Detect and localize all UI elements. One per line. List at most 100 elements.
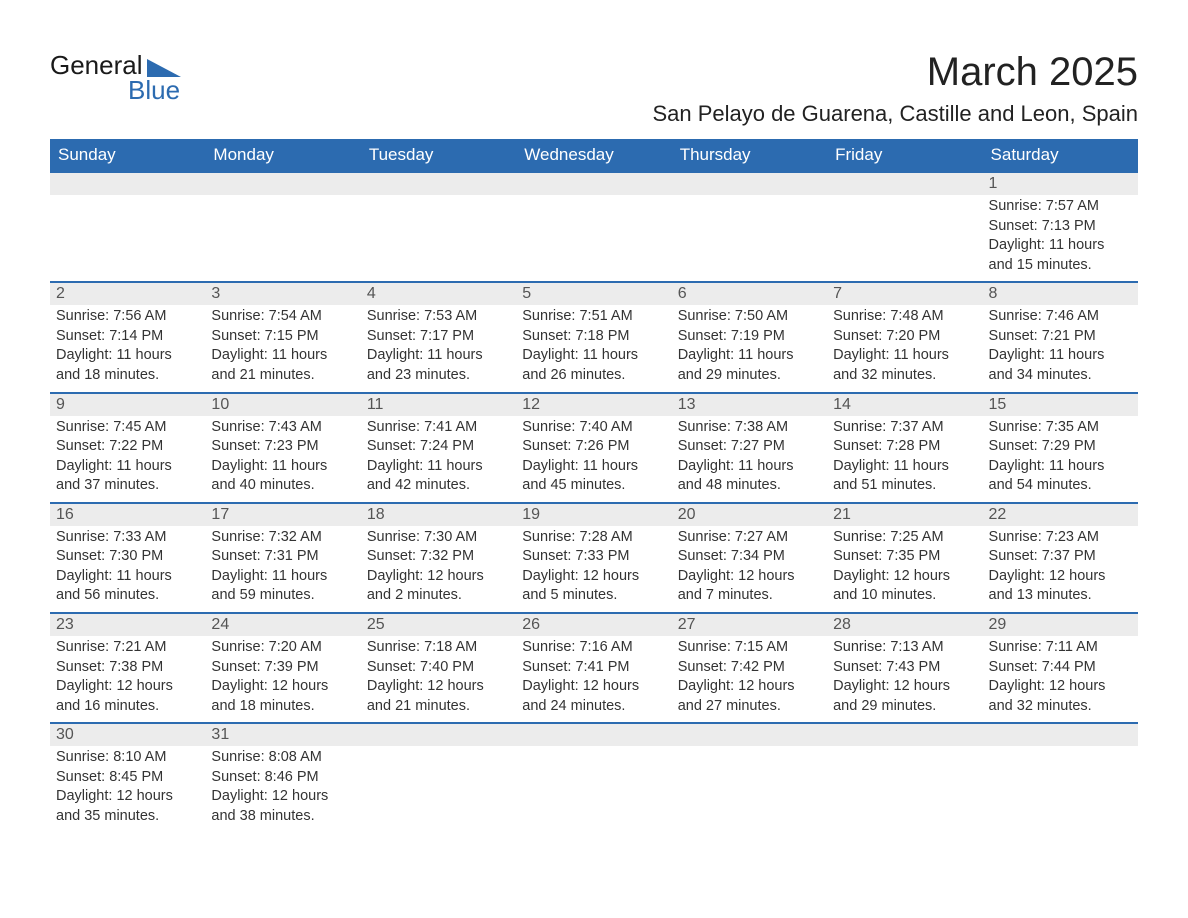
day-data bbox=[50, 195, 205, 203]
calendar-cell bbox=[672, 172, 827, 282]
day-data-line: Daylight: 11 hours and 21 minutes. bbox=[211, 346, 354, 385]
day-data: Sunrise: 8:10 AMSunset: 8:45 PMDaylight:… bbox=[50, 746, 205, 832]
title-block: March 2025 San Pelayo de Guarena, Castil… bbox=[652, 50, 1138, 127]
day-number bbox=[827, 724, 982, 746]
day-data bbox=[827, 195, 982, 203]
weekday-header: Monday bbox=[205, 139, 360, 172]
day-number: 15 bbox=[983, 394, 1138, 416]
day-data-line: Sunrise: 7:20 AM bbox=[211, 638, 354, 658]
calendar-cell bbox=[672, 723, 827, 832]
day-number bbox=[361, 724, 516, 746]
day-number: 22 bbox=[983, 504, 1138, 526]
day-data-line: Sunset: 7:23 PM bbox=[211, 437, 354, 457]
day-data-line: Sunrise: 7:51 AM bbox=[522, 307, 665, 327]
day-data-line: Sunset: 7:17 PM bbox=[367, 327, 510, 347]
day-data: Sunrise: 7:48 AMSunset: 7:20 PMDaylight:… bbox=[827, 305, 982, 391]
day-number: 7 bbox=[827, 283, 982, 305]
day-data-line: Daylight: 11 hours and 18 minutes. bbox=[56, 346, 199, 385]
day-data-line: Daylight: 12 hours and 29 minutes. bbox=[833, 677, 976, 716]
calendar-cell: 9Sunrise: 7:45 AMSunset: 7:22 PMDaylight… bbox=[50, 393, 205, 503]
calendar-week: 1Sunrise: 7:57 AMSunset: 7:13 PMDaylight… bbox=[50, 172, 1138, 282]
day-data-line: Sunset: 7:30 PM bbox=[56, 547, 199, 567]
day-data-line: Sunset: 7:24 PM bbox=[367, 437, 510, 457]
day-data-line: Sunset: 8:46 PM bbox=[211, 768, 354, 788]
day-number: 6 bbox=[672, 283, 827, 305]
calendar-week: 30Sunrise: 8:10 AMSunset: 8:45 PMDayligh… bbox=[50, 723, 1138, 832]
weekday-header: Sunday bbox=[50, 139, 205, 172]
day-number: 24 bbox=[205, 614, 360, 636]
day-data-line: Sunrise: 7:21 AM bbox=[56, 638, 199, 658]
day-data-line: Sunrise: 7:15 AM bbox=[678, 638, 821, 658]
page-title: March 2025 bbox=[652, 50, 1138, 95]
day-data-line: Sunset: 7:41 PM bbox=[522, 658, 665, 678]
day-data-line: Sunrise: 7:28 AM bbox=[522, 528, 665, 548]
day-data-line: Sunset: 7:27 PM bbox=[678, 437, 821, 457]
day-data-line: Daylight: 12 hours and 38 minutes. bbox=[211, 787, 354, 826]
calendar-cell bbox=[50, 172, 205, 282]
day-number: 2 bbox=[50, 283, 205, 305]
calendar-week: 23Sunrise: 7:21 AMSunset: 7:38 PMDayligh… bbox=[50, 613, 1138, 723]
day-data bbox=[672, 195, 827, 203]
day-data-line: Sunset: 7:42 PM bbox=[678, 658, 821, 678]
day-data-line: Daylight: 11 hours and 32 minutes. bbox=[833, 346, 976, 385]
calendar-cell: 16Sunrise: 7:33 AMSunset: 7:30 PMDayligh… bbox=[50, 503, 205, 613]
day-data: Sunrise: 7:13 AMSunset: 7:43 PMDaylight:… bbox=[827, 636, 982, 722]
day-data bbox=[516, 195, 671, 203]
day-data-line: Sunset: 7:32 PM bbox=[367, 547, 510, 567]
day-data: Sunrise: 7:21 AMSunset: 7:38 PMDaylight:… bbox=[50, 636, 205, 722]
day-data: Sunrise: 7:30 AMSunset: 7:32 PMDaylight:… bbox=[361, 526, 516, 612]
day-data-line: Sunrise: 7:56 AM bbox=[56, 307, 199, 327]
day-data: Sunrise: 7:41 AMSunset: 7:24 PMDaylight:… bbox=[361, 416, 516, 502]
day-data-line: Daylight: 12 hours and 32 minutes. bbox=[989, 677, 1132, 716]
day-data-line: Sunset: 7:29 PM bbox=[989, 437, 1132, 457]
day-data-line: Sunrise: 7:45 AM bbox=[56, 418, 199, 438]
day-data: Sunrise: 7:20 AMSunset: 7:39 PMDaylight:… bbox=[205, 636, 360, 722]
day-data-line: Daylight: 12 hours and 10 minutes. bbox=[833, 567, 976, 606]
logo-triangle-icon bbox=[147, 55, 181, 77]
day-data-line: Sunrise: 7:30 AM bbox=[367, 528, 510, 548]
day-data-line: Daylight: 12 hours and 24 minutes. bbox=[522, 677, 665, 716]
calendar-cell: 18Sunrise: 7:30 AMSunset: 7:32 PMDayligh… bbox=[361, 503, 516, 613]
day-data: Sunrise: 7:53 AMSunset: 7:17 PMDaylight:… bbox=[361, 305, 516, 391]
day-data-line: Daylight: 11 hours and 26 minutes. bbox=[522, 346, 665, 385]
logo: General Blue bbox=[50, 50, 181, 106]
day-data-line: Sunset: 7:20 PM bbox=[833, 327, 976, 347]
day-data: Sunrise: 7:35 AMSunset: 7:29 PMDaylight:… bbox=[983, 416, 1138, 502]
calendar-body: 1Sunrise: 7:57 AMSunset: 7:13 PMDaylight… bbox=[50, 172, 1138, 833]
day-data-line: Sunrise: 7:11 AM bbox=[989, 638, 1132, 658]
calendar-cell: 1Sunrise: 7:57 AMSunset: 7:13 PMDaylight… bbox=[983, 172, 1138, 282]
calendar-week: 9Sunrise: 7:45 AMSunset: 7:22 PMDaylight… bbox=[50, 393, 1138, 503]
day-data-line: Daylight: 12 hours and 35 minutes. bbox=[56, 787, 199, 826]
day-data: Sunrise: 7:57 AMSunset: 7:13 PMDaylight:… bbox=[983, 195, 1138, 281]
day-number: 18 bbox=[361, 504, 516, 526]
day-data-line: Sunrise: 7:43 AM bbox=[211, 418, 354, 438]
calendar-cell bbox=[983, 723, 1138, 832]
day-number: 28 bbox=[827, 614, 982, 636]
day-data-line: Sunrise: 7:32 AM bbox=[211, 528, 354, 548]
day-number bbox=[827, 173, 982, 195]
day-data-line: Sunset: 7:28 PM bbox=[833, 437, 976, 457]
day-data-line: Sunrise: 7:38 AM bbox=[678, 418, 821, 438]
day-data bbox=[205, 195, 360, 203]
day-data-line: Daylight: 12 hours and 5 minutes. bbox=[522, 567, 665, 606]
day-data-line: Daylight: 11 hours and 40 minutes. bbox=[211, 457, 354, 496]
day-data-line: Sunrise: 7:23 AM bbox=[989, 528, 1132, 548]
day-number: 14 bbox=[827, 394, 982, 416]
calendar-cell: 3Sunrise: 7:54 AMSunset: 7:15 PMDaylight… bbox=[205, 282, 360, 392]
day-number: 10 bbox=[205, 394, 360, 416]
day-data-line: Daylight: 12 hours and 21 minutes. bbox=[367, 677, 510, 716]
day-data: Sunrise: 7:32 AMSunset: 7:31 PMDaylight:… bbox=[205, 526, 360, 612]
day-data-line: Sunrise: 7:37 AM bbox=[833, 418, 976, 438]
day-data: Sunrise: 7:28 AMSunset: 7:33 PMDaylight:… bbox=[516, 526, 671, 612]
day-data: Sunrise: 7:11 AMSunset: 7:44 PMDaylight:… bbox=[983, 636, 1138, 722]
day-data-line: Sunrise: 7:57 AM bbox=[989, 197, 1132, 217]
day-data-line: Daylight: 11 hours and 29 minutes. bbox=[678, 346, 821, 385]
day-data-line: Sunrise: 7:41 AM bbox=[367, 418, 510, 438]
day-data-line: Sunset: 7:35 PM bbox=[833, 547, 976, 567]
day-data-line: Daylight: 12 hours and 13 minutes. bbox=[989, 567, 1132, 606]
calendar-cell: 23Sunrise: 7:21 AMSunset: 7:38 PMDayligh… bbox=[50, 613, 205, 723]
calendar-cell bbox=[361, 723, 516, 832]
day-data-line: Sunrise: 7:46 AM bbox=[989, 307, 1132, 327]
day-data: Sunrise: 7:23 AMSunset: 7:37 PMDaylight:… bbox=[983, 526, 1138, 612]
day-data-line: Sunset: 7:26 PM bbox=[522, 437, 665, 457]
